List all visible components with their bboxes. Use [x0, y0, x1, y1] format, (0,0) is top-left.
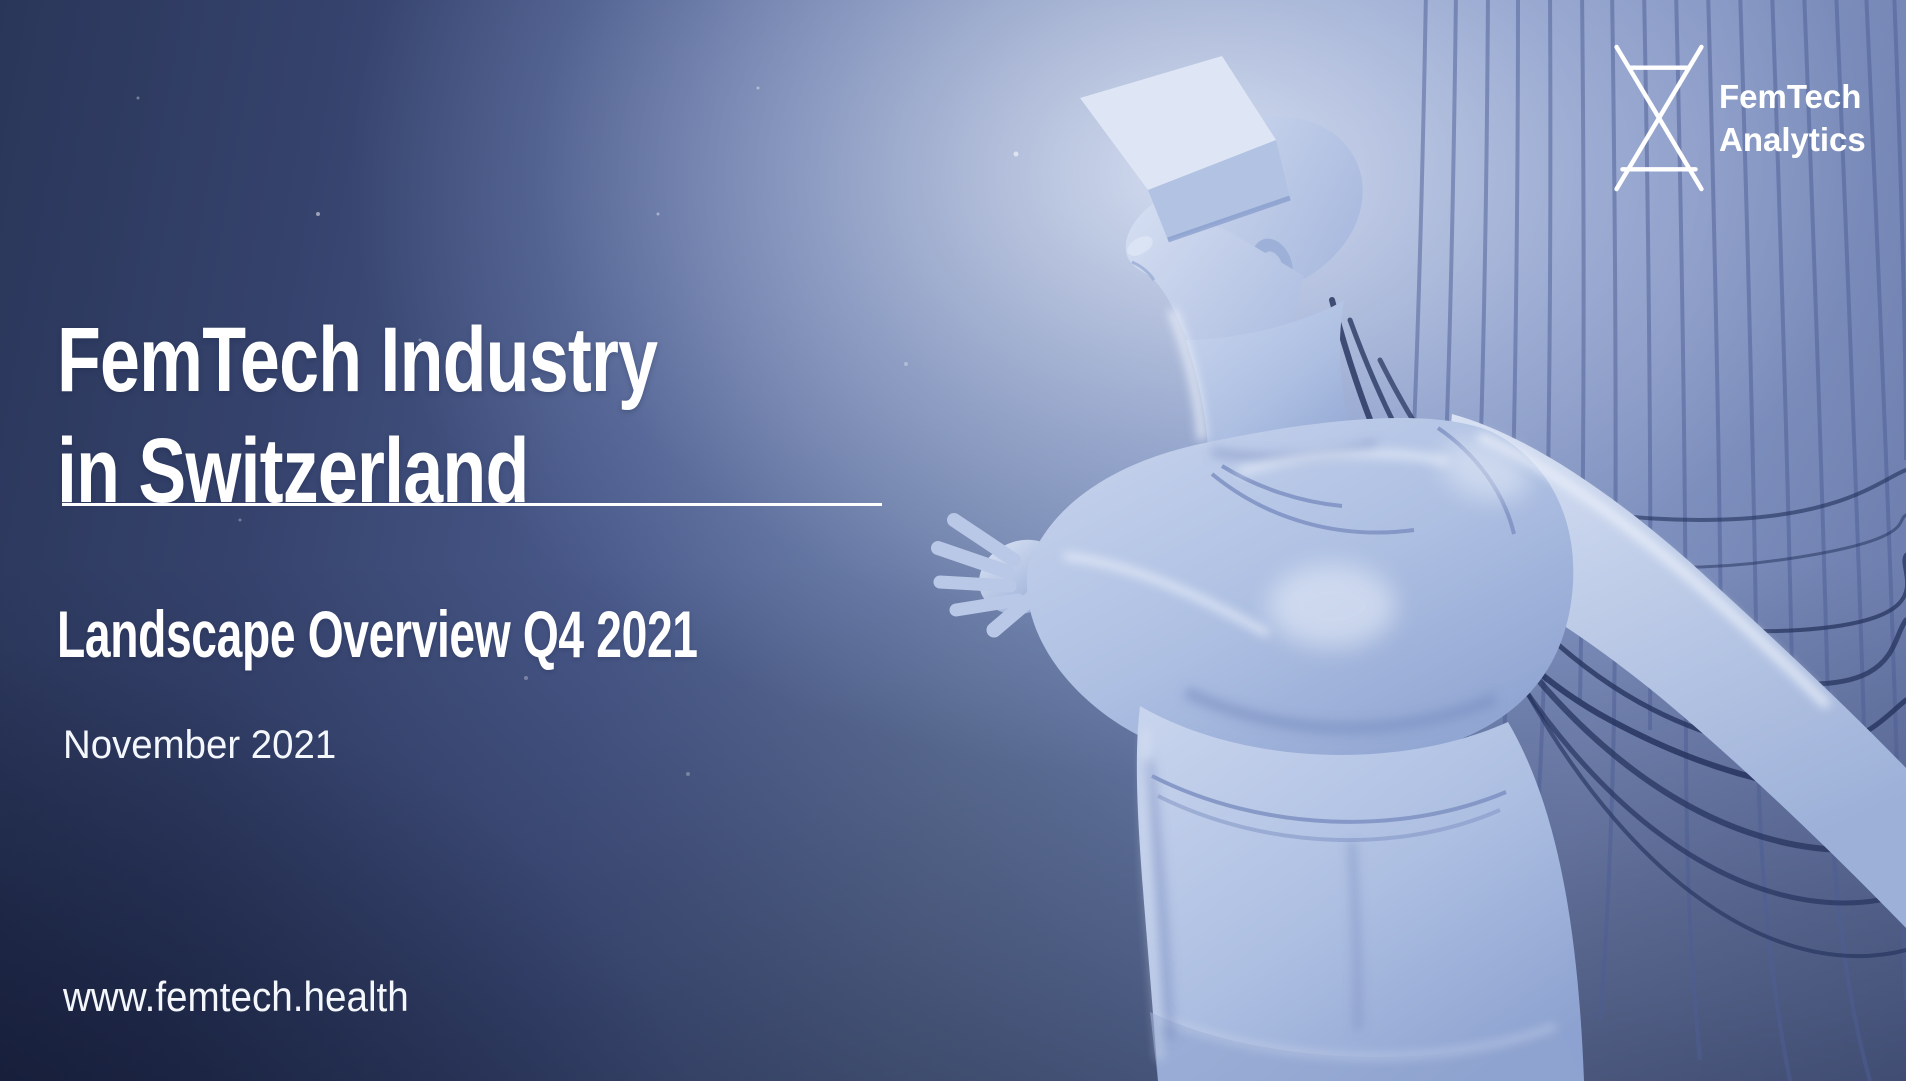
website-url: www.femtech.health [63, 973, 409, 1020]
title-divider [62, 503, 882, 506]
chin-shadow [1131, 260, 1156, 281]
figure-lips [1127, 236, 1153, 256]
hourglass-x-logo-icon [1614, 44, 1704, 192]
slide-date: November 2021 [63, 723, 337, 767]
shoulder-glow [1439, 439, 1529, 501]
figure-left-fingers [931, 513, 1042, 638]
slide-subtitle: Landscape Overview Q4 2021 [57, 596, 698, 671]
vr-headset-front-face [1148, 140, 1290, 240]
logo-line2: Analytics [1719, 121, 1866, 158]
figure-pants [1150, 1012, 1584, 1081]
femtech-analytics-logo: FemTech Analytics [1613, 44, 1866, 192]
chest-glow [1268, 564, 1396, 648]
vr-headset-edge [1167, 195, 1291, 243]
vr-headset-top-face [1080, 56, 1276, 190]
title-line-1: FemTech Industry [57, 308, 658, 411]
slide-title: FemTech Industry in Switzerland [57, 305, 658, 527]
vr-figure [931, 56, 1906, 1081]
logo-line1: FemTech [1719, 78, 1862, 115]
figure-torso [1136, 706, 1584, 1081]
dust-specks [136, 86, 1019, 776]
title-line-2: in Switzerland [57, 419, 529, 522]
figure-highlights [1063, 308, 1832, 1061]
logo-wordmark: FemTech Analytics [1719, 75, 1866, 161]
waistband-highlight [1159, 1016, 1557, 1059]
